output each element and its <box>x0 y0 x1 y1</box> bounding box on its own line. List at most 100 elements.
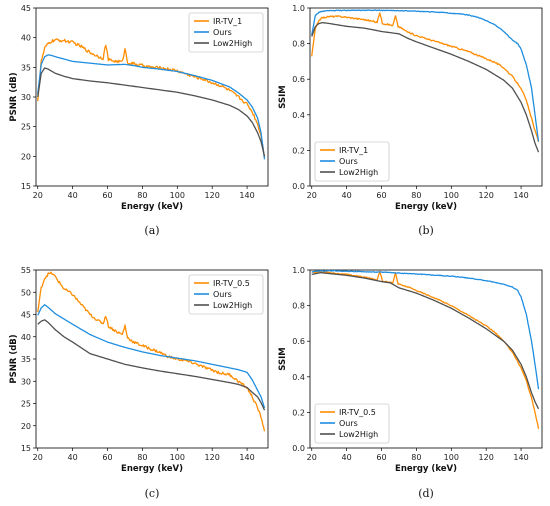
legend-entry: Ours <box>213 28 232 37</box>
x-tick-label: 40 <box>342 453 352 462</box>
y-tick-label: 0.2 <box>292 146 305 155</box>
series-line-low2high <box>311 272 540 410</box>
x-tick-label: 100 <box>170 453 185 462</box>
y-tick-label: 0.8 <box>292 302 305 311</box>
legend-entry: Low2High <box>339 168 378 177</box>
x-tick-label: 120 <box>479 191 494 200</box>
x-tick-label: 80 <box>137 453 147 462</box>
y-tick-label: 25 <box>21 123 31 132</box>
x-tick-label: 140 <box>239 453 254 462</box>
series-line-low2high <box>311 21 540 153</box>
series-line-ir-tv-1 <box>311 12 540 143</box>
y-tick-label: 35 <box>21 63 31 72</box>
x-axis-label: Energy (keV) <box>121 202 183 212</box>
legend-entry: IR-TV_1 <box>339 146 368 155</box>
y-tick-label: 0.4 <box>292 111 305 120</box>
chart-panel-2: 20 40 60 80 100 120 140 0.0 0.2 0.4 0.6 0.8 1.0 Energ… <box>278 4 543 237</box>
y-axis-label: SSIM <box>278 347 288 370</box>
plot-frame <box>309 269 543 449</box>
x-tick-label: 40 <box>342 191 352 200</box>
y-tick-label: 45 <box>21 311 31 320</box>
y-axis-label: SSIM <box>278 85 288 108</box>
x-axis-label: Energy (keV) <box>395 202 457 212</box>
legend: IR-TV_0.5 Ours Low2High <box>314 403 390 444</box>
x-tick-label: 60 <box>102 191 112 200</box>
y-tick-label: 35 <box>21 355 31 364</box>
x-tick-label: 80 <box>411 191 421 200</box>
legend-entry: IR-TV_1 <box>213 17 242 26</box>
series-line-low2high <box>37 319 266 411</box>
y-tick-label: 30 <box>21 377 31 386</box>
series-line-ours <box>311 269 540 390</box>
series-line-ir-tv-0-5 <box>37 271 266 432</box>
panel-caption: (b) <box>418 224 434 237</box>
legend: IR-TV_1 Ours Low2High <box>314 141 390 182</box>
y-tick-label: 55 <box>21 266 31 275</box>
legend-entry: IR-TV_0.5 <box>339 408 376 417</box>
legend: IR-TV_0.5 Ours Low2High <box>188 274 264 315</box>
legend-entry: Low2High <box>339 430 378 439</box>
x-tick-label: 80 <box>137 191 147 200</box>
y-tick-label: 40 <box>21 333 31 342</box>
y-tick-label: 0.8 <box>292 40 305 49</box>
legend: IR-TV_1 Ours Low2High <box>188 12 264 53</box>
legend-entry: Low2High <box>213 301 252 310</box>
x-tick-label: 80 <box>411 453 421 462</box>
y-tick-label: 1.0 <box>292 266 305 275</box>
panel-caption: (d) <box>418 487 434 500</box>
y-tick-label: 0.6 <box>292 337 305 346</box>
x-tick-label: 40 <box>68 191 78 200</box>
series-line-low2high <box>37 67 266 157</box>
x-axis-label: Energy (keV) <box>121 464 183 474</box>
x-tick-label: 120 <box>205 191 220 200</box>
x-tick-label: 60 <box>376 191 386 200</box>
x-tick-label: 120 <box>205 453 220 462</box>
y-tick-label: 0.4 <box>292 373 305 382</box>
y-axis-label: PSNR (dB) <box>9 334 19 383</box>
x-tick-label: 20 <box>33 191 43 200</box>
y-tick-label: 30 <box>21 93 31 102</box>
series-line-ours <box>37 54 266 160</box>
x-tick-label: 20 <box>307 453 317 462</box>
y-tick-label: 50 <box>21 288 31 297</box>
legend-entry: Ours <box>339 157 358 166</box>
x-tick-label: 140 <box>239 191 254 200</box>
y-tick-label: 20 <box>21 152 31 161</box>
y-axis-label: PSNR (dB) <box>9 72 19 121</box>
chart-panel-4: 20 40 60 80 100 120 140 0.0 0.2 0.4 0.6 0.8 1.0 Energ… <box>278 266 543 500</box>
x-tick-label: 60 <box>376 453 386 462</box>
y-tick-label: 0.0 <box>292 182 305 191</box>
y-tick-label: 15 <box>21 444 31 453</box>
x-tick-label: 120 <box>479 453 494 462</box>
y-tick-label: 25 <box>21 400 31 409</box>
x-tick-label: 100 <box>170 191 185 200</box>
panel-caption: (c) <box>145 487 160 500</box>
legend-entry: IR-TV_0.5 <box>213 279 250 288</box>
x-tick-label: 100 <box>444 453 459 462</box>
x-tick-label: 20 <box>307 191 317 200</box>
series-line-ir-tv-0-5 <box>311 270 540 429</box>
legend-entry: Low2High <box>213 39 252 48</box>
series-line-ours <box>311 9 540 142</box>
y-tick-label: 0.6 <box>292 75 305 84</box>
x-tick-label: 100 <box>444 191 459 200</box>
y-tick-label: 40 <box>21 34 31 43</box>
x-tick-label: 140 <box>513 191 528 200</box>
y-tick-label: 0.2 <box>292 408 305 417</box>
x-tick-label: 140 <box>513 453 528 462</box>
y-tick-label: 15 <box>21 182 31 191</box>
x-tick-label: 40 <box>68 453 78 462</box>
y-tick-label: 1.0 <box>292 4 305 13</box>
plot-frame <box>309 7 543 187</box>
y-tick-label: 0.0 <box>292 444 305 453</box>
x-tick-label: 20 <box>33 453 43 462</box>
legend-entry: Ours <box>213 290 232 299</box>
x-axis-label: Energy (keV) <box>395 464 457 474</box>
x-tick-label: 60 <box>102 453 112 462</box>
series-line-ir-tv-1 <box>37 38 266 158</box>
series-line-ours <box>37 304 266 409</box>
panel-caption: (a) <box>144 224 159 237</box>
legend-entry: Ours <box>339 419 358 428</box>
